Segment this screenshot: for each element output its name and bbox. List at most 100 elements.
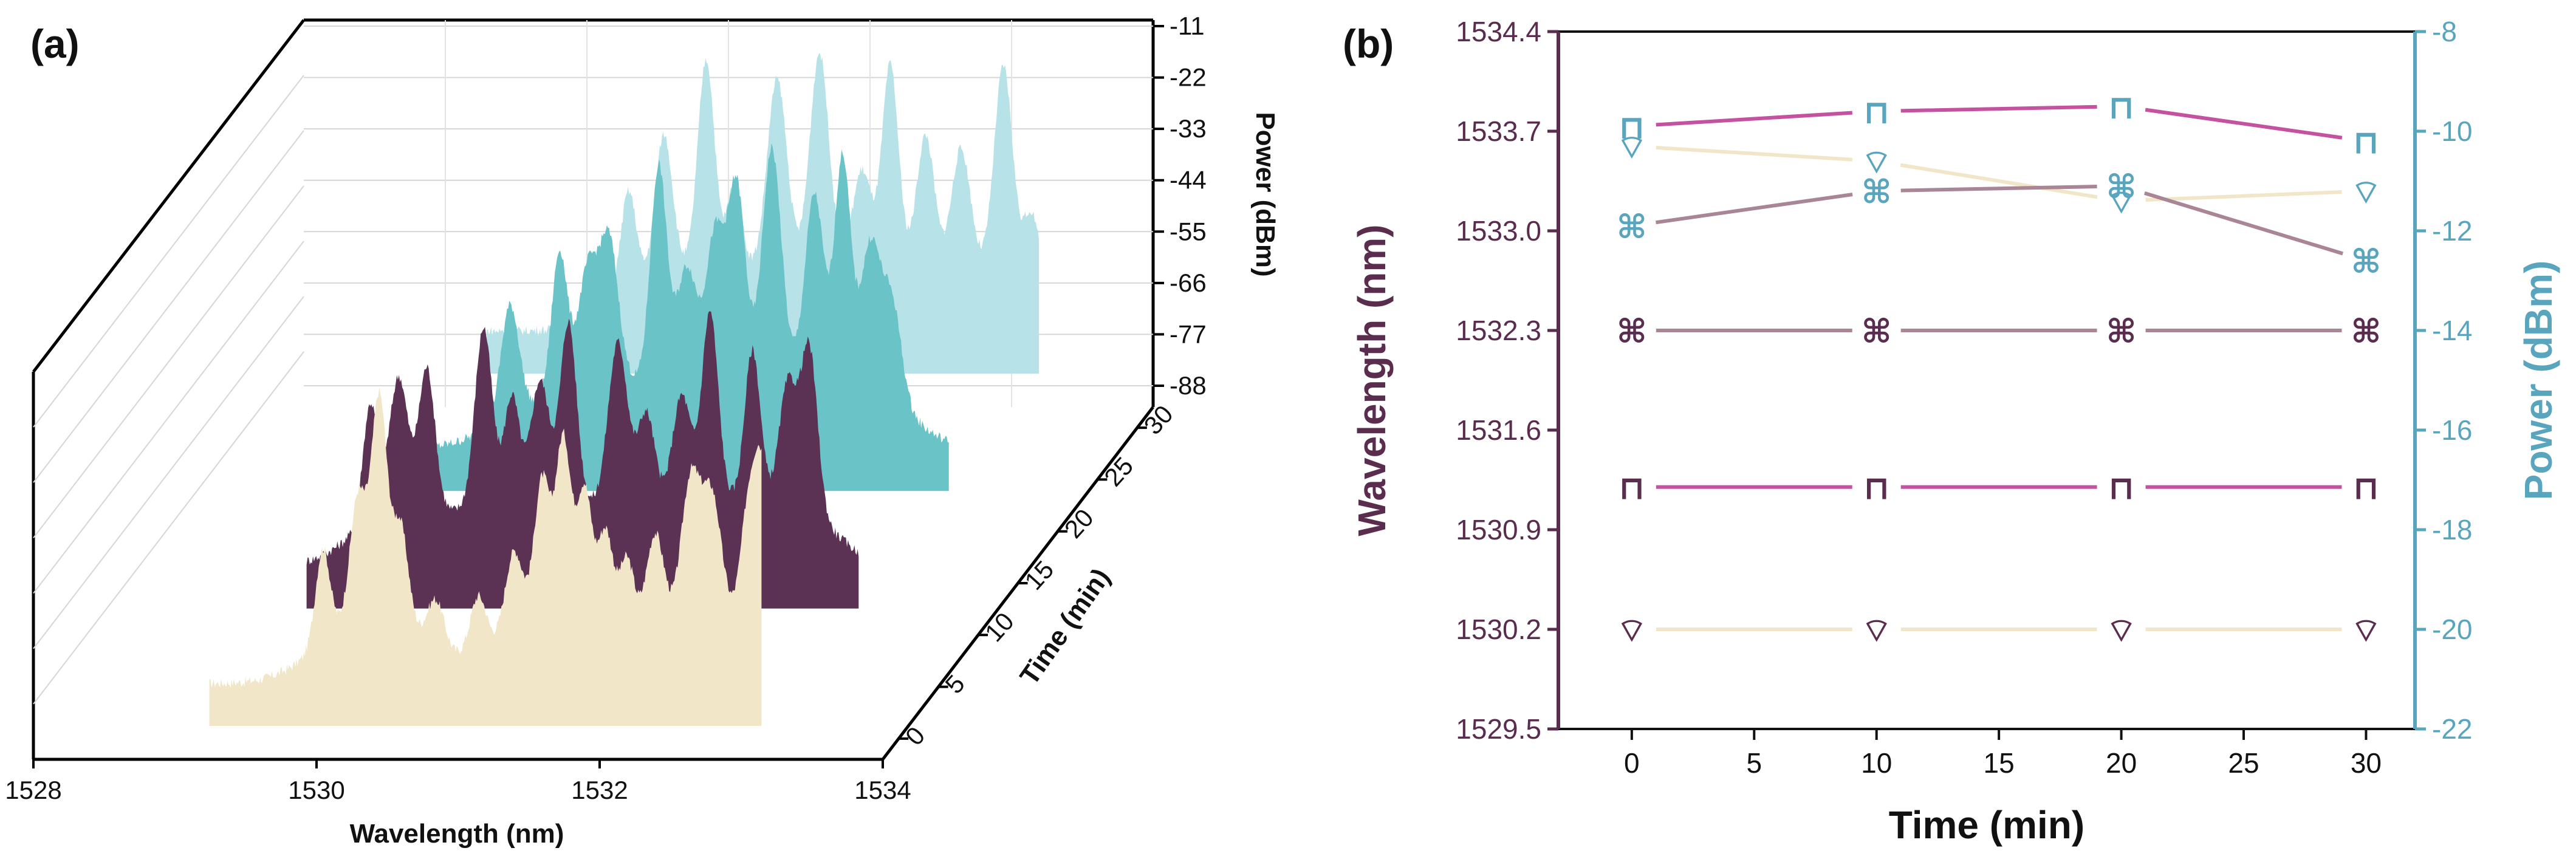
series-line-segment xyxy=(1656,193,1853,225)
z-axis-title: Power (dBm) xyxy=(1250,112,1280,276)
x-axis-title: Wavelength (nm) xyxy=(350,819,564,849)
time-tick-label: 5 xyxy=(939,669,970,699)
right-y-tick-label: -20 xyxy=(2432,614,2472,645)
right-y-tick-label: -14 xyxy=(2432,315,2472,346)
left-y-tick-label: 1529.5 xyxy=(1456,713,1541,745)
z-tick-label: -88 xyxy=(1170,371,1207,400)
panel-b-plot-frame xyxy=(1557,30,2416,730)
data-point-marker: ⊓ xyxy=(2353,124,2379,160)
spectrum-30-min xyxy=(487,53,1039,374)
data-point-marker: ⌘ xyxy=(1862,174,1892,210)
right-y-tick-label: -8 xyxy=(2432,16,2457,47)
data-point-marker: ⌘ xyxy=(1617,313,1647,350)
series-wavelength-c: ⌔ ⌔ ⌔ ⌔ xyxy=(1616,612,2381,649)
series-line-segment xyxy=(2145,190,2342,202)
data-point-marker: ⌔ xyxy=(2351,612,2382,649)
x-tick-label: 1532 xyxy=(571,776,628,804)
data-point-marker: ⌔ xyxy=(1861,612,1892,649)
series-line-segment xyxy=(1900,104,2097,113)
frame-top-left-diagonal xyxy=(32,19,305,373)
x-tick-label: 5 xyxy=(1746,747,1762,779)
grid-line-side xyxy=(33,185,304,539)
right-y-tick-label: -16 xyxy=(2432,414,2472,446)
data-point-marker: ⊓ xyxy=(2108,89,2134,126)
data-point-marker: ⌔ xyxy=(2106,184,2137,221)
left-y-tick-label: 1532.3 xyxy=(1456,315,1541,346)
data-point-marker: ⊓ xyxy=(1619,109,1645,146)
series-wavelength-b: ⊓ ⊓ ⊓ ⊓ xyxy=(1619,470,2379,507)
data-point-marker: ⌘ xyxy=(2351,313,2381,350)
z-tick-label: -44 xyxy=(1170,166,1207,194)
left-y-axis-title: Wavelength (nm) xyxy=(1350,224,1394,536)
z-tick-label: -11 xyxy=(1170,12,1205,40)
data-point-marker: ⌘ xyxy=(2106,169,2137,205)
series-power-b: ⊓ ⊓ ⊓ ⊓ xyxy=(1619,89,2379,160)
series-line-segment xyxy=(2145,108,2343,140)
right-y-tick-label: -10 xyxy=(2432,115,2472,147)
grid-line-side xyxy=(33,351,304,705)
data-point-marker: ⌔ xyxy=(1861,144,1892,180)
left-y-tick-label: 1530.9 xyxy=(1456,514,1541,546)
data-point-marker: ⌔ xyxy=(2351,174,2382,210)
grid-line-side xyxy=(33,130,304,483)
panel-b-label: (b) xyxy=(1343,21,1394,66)
left-y-tick-label: 1531.6 xyxy=(1456,414,1541,446)
panel-a-label: (a) xyxy=(30,21,80,66)
left-y-tick-label: 1530.2 xyxy=(1456,614,1541,645)
series-wavelength-a: ⌘ ⌘ ⌘ ⌘ xyxy=(1617,313,2382,350)
panel-b-series: ⌘ ⌘ ⌘ ⌘⊓ ⊓ ⊓ ⊓⌔ ⌔ ⌔ ⌔⊓ ⊓ ⊓⊓⌔ ⌔⌔ ⌔⌘⌘ ⌘⌘ xyxy=(1616,89,2381,649)
data-point-marker: ⌔ xyxy=(1616,129,1647,166)
time-tick-label: 10 xyxy=(979,607,1019,647)
data-point-marker: ⌔ xyxy=(2106,612,2137,649)
series-power-c: ⌔ ⌔ ⌔ ⌔ xyxy=(1616,129,2381,221)
time-tick-label: 0 xyxy=(900,721,931,751)
right-y-tick-label: -22 xyxy=(2432,713,2472,745)
series-power-a: ⌘ ⌘ ⌘ ⌘ xyxy=(1617,169,2382,280)
data-point-marker: ⌘ xyxy=(1862,313,1892,350)
grid-line-side xyxy=(33,241,304,594)
series-line-segment xyxy=(1900,163,2098,199)
time-tick-label: 15 xyxy=(1019,555,1059,595)
spectrum-0-min xyxy=(209,387,762,726)
data-point-marker: ⊓ xyxy=(2108,470,2134,507)
x-tick-label: 0 xyxy=(1624,747,1640,779)
x-tick-label: 1534 xyxy=(854,776,911,804)
data-point-marker: ⊓ xyxy=(1619,470,1645,507)
series-line-segment xyxy=(1900,185,2097,193)
data-point-marker: ⊓ xyxy=(1863,470,1889,507)
series-line-segment xyxy=(2143,191,2344,256)
right-y-tick-label: -12 xyxy=(2432,215,2472,247)
x-tick-label: 1528 xyxy=(5,776,61,804)
z-tick-label: -66 xyxy=(1170,269,1207,297)
time-tick-label: 20 xyxy=(1059,504,1099,544)
x-axis-title: Time (min) xyxy=(1889,803,2084,847)
z-tick-label: -33 xyxy=(1170,114,1207,143)
right-y-axis-title: Power (dBm) xyxy=(2516,261,2560,501)
series-line-segment xyxy=(1656,111,1852,127)
z-tick-label: -22 xyxy=(1170,63,1207,92)
grid-line-side xyxy=(33,296,304,649)
data-point-marker: ⌘ xyxy=(1617,209,1647,245)
right-y-tick-label: -18 xyxy=(2432,514,2472,546)
panel-a-spectra xyxy=(209,53,1039,726)
data-point-marker: ⊓ xyxy=(2353,470,2379,507)
left-y-tick-label: 1533.0 xyxy=(1456,215,1541,247)
left-y-tick-label: 1534.4 xyxy=(1456,16,1541,47)
z-tick-label: -77 xyxy=(1170,320,1207,348)
x-tick-label: 30 xyxy=(2351,747,2382,779)
x-tick-label: 20 xyxy=(2106,747,2137,779)
z-tick-label: -55 xyxy=(1170,217,1207,245)
panel-b-axes: 1529.5 1530.2 1530.9 1531.6 1532.3 1533.0 1533… xyxy=(1350,16,2560,847)
time-tick-label: 30 xyxy=(1139,400,1179,440)
time-tick-label: 25 xyxy=(1098,451,1139,491)
x-tick-label: 15 xyxy=(1984,747,2015,779)
data-point-marker: ⌘ xyxy=(2351,244,2381,280)
x-tick-label: 1530 xyxy=(288,776,344,804)
panel-b: (b) 1529.5 1530.2 1530.9 1531.6 1532.3 1533.0… xyxy=(1343,16,2560,847)
grid-line-side xyxy=(33,75,304,428)
data-point-marker: ⊓ xyxy=(1863,94,1889,131)
series-line-segment xyxy=(1656,146,1852,162)
data-point-marker: ⌘ xyxy=(2106,313,2137,350)
